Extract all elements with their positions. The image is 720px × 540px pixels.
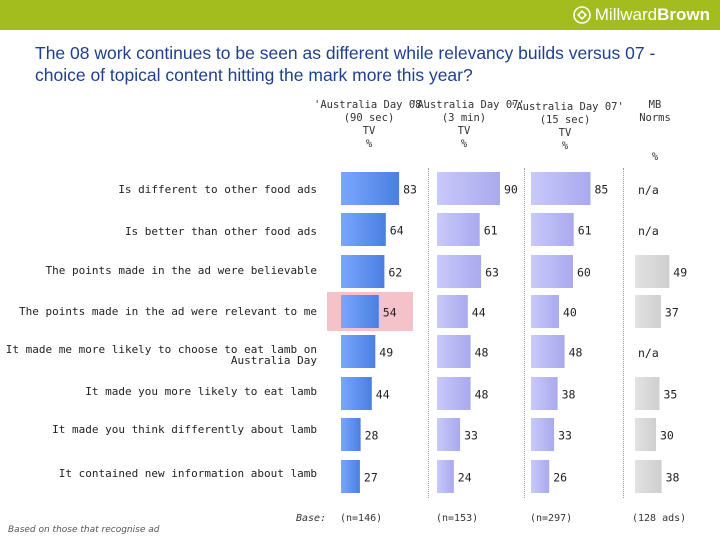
bar-mb-norms-6 xyxy=(635,418,656,451)
value-label-ad08-90sec-5: 44 xyxy=(376,388,390,402)
value-label-mb-norms-2: 49 xyxy=(673,266,687,280)
bar-ad07-15sec-7 xyxy=(531,460,550,493)
bar-ad07-3min-3 xyxy=(437,295,468,328)
na-label-mb-norms: n/a xyxy=(638,224,659,238)
value-label-ad07-15sec-1: 61 xyxy=(578,224,592,238)
value-label-ad07-15sec-7: 26 xyxy=(553,471,567,485)
bar-mb-norms-2 xyxy=(635,255,670,288)
value-label-ad07-15sec-0: 85 xyxy=(595,183,609,197)
value-label-ad08-90sec-4: 49 xyxy=(379,346,393,360)
column-divider xyxy=(428,168,429,498)
bar-ad07-15sec-5 xyxy=(531,377,558,410)
bar-ad08-90sec-4 xyxy=(341,335,376,368)
bar-ad08-90sec-7 xyxy=(341,460,360,493)
base-label: Base: xyxy=(296,513,327,524)
top-brand-bar: Millward Brown xyxy=(0,0,720,30)
bar-ad07-3min-1 xyxy=(437,213,480,246)
bar-ad07-3min-4 xyxy=(437,335,471,368)
bar-ad07-15sec-2 xyxy=(531,255,573,288)
value-label-ad07-3min-6: 33 xyxy=(464,429,478,443)
footnote: Based on those that recognise ad xyxy=(8,525,160,535)
value-label-ad08-90sec-3: 54 xyxy=(383,306,397,320)
row-label-different: Is different to other food ads xyxy=(118,183,317,196)
row-label-choose-lamb-australia-day: It made me more likely to choose to eat … xyxy=(5,343,317,367)
column-header-ad08-90sec: 'Australia Day 08' (90 sec) TV % xyxy=(314,99,428,150)
page-title: The 08 work continues to be seen as diff… xyxy=(35,43,656,85)
value-label-mb-norms-7: 38 xyxy=(666,471,680,485)
bar-ad08-90sec-2 xyxy=(341,255,385,288)
value-label-ad07-3min-2: 63 xyxy=(485,266,499,280)
column-header-ad07-15sec: 'Australia Day 07' (15 sec) TV % xyxy=(510,101,624,152)
row-label-believable: The points made in the ad were believabl… xyxy=(45,264,317,277)
value-label-mb-norms-6: 30 xyxy=(660,429,674,443)
value-label-ad07-3min-7: 24 xyxy=(458,471,472,485)
value-label-ad07-15sec-6: 33 xyxy=(558,429,572,443)
value-label-ad07-15sec-5: 38 xyxy=(562,388,576,402)
value-label-ad08-90sec-6: 28 xyxy=(365,429,379,443)
bar-ad08-90sec-6 xyxy=(341,418,361,451)
base-n-ad07-3min: (n=153) xyxy=(436,513,479,524)
bar-ad07-15sec-0 xyxy=(531,172,591,205)
value-label-ad07-3min-4: 48 xyxy=(475,346,489,360)
column-divider xyxy=(524,168,525,498)
bar-ad07-15sec-1 xyxy=(531,213,574,246)
millward-brown-logo: Millward Brown xyxy=(572,4,710,26)
value-label-ad08-90sec-1: 64 xyxy=(390,224,404,238)
value-label-ad07-15sec-4: 48 xyxy=(569,346,583,360)
bar-ad07-3min-6 xyxy=(437,418,461,451)
bar-ad07-3min-7 xyxy=(437,460,454,493)
bar-ad08-90sec-0 xyxy=(341,172,400,205)
base-n-ad07-15sec: (n=297) xyxy=(530,513,573,524)
bar-ad07-15sec-3 xyxy=(531,295,559,328)
bar-ad08-90sec-3 xyxy=(341,295,379,328)
value-label-ad07-3min-5: 48 xyxy=(475,388,489,402)
logo-name-light: Millward xyxy=(594,5,658,24)
column-divider xyxy=(623,168,624,498)
logo-mark-icon xyxy=(572,6,591,24)
base-n-mb-norms: (128 ads) xyxy=(632,513,687,524)
na-label-mb-norms: n/a xyxy=(638,346,659,360)
base-n-ad08-90sec: (n=146) xyxy=(340,513,383,524)
value-label-ad07-3min-3: 44 xyxy=(472,306,486,320)
row-label-think-differently: It made you think differently about lamb xyxy=(52,423,317,436)
value-label-mb-norms-3: 37 xyxy=(665,306,679,320)
value-label-ad08-90sec-7: 27 xyxy=(364,471,378,485)
bar-mb-norms-7 xyxy=(635,460,662,493)
column-header-mb-norms: MB Norms % xyxy=(639,99,671,163)
bar-mb-norms-5 xyxy=(635,377,660,410)
value-label-ad08-90sec-2: 62 xyxy=(388,266,402,280)
row-label-more-likely-eat-lamb: It made you more likely to eat lamb xyxy=(85,385,317,398)
bar-ad07-3min-0 xyxy=(437,172,500,205)
bar-mb-norms-3 xyxy=(635,295,661,328)
logo-name-bold: Brown xyxy=(657,5,710,24)
value-label-ad07-3min-1: 61 xyxy=(484,224,498,238)
row-label-relevant: The points made in the ad were relevant … xyxy=(18,305,317,318)
row-label-new-information: It contained new information about lamb xyxy=(58,467,317,480)
bar-ad07-3min-2 xyxy=(437,255,482,288)
value-label-ad08-90sec-0: 83 xyxy=(403,183,417,197)
bar-ad08-90sec-5 xyxy=(341,377,372,410)
value-label-ad07-15sec-2: 60 xyxy=(577,266,591,280)
value-label-ad07-3min-0: 90 xyxy=(504,183,518,197)
value-label-mb-norms-5: 35 xyxy=(664,388,678,402)
bar-ad07-15sec-6 xyxy=(531,418,555,451)
value-label-ad07-15sec-3: 40 xyxy=(563,306,577,320)
bar-ad08-90sec-1 xyxy=(341,213,386,246)
bar-ad07-3min-5 xyxy=(437,377,471,410)
row-label-better: Is better than other food ads xyxy=(124,225,317,238)
bar-ad07-15sec-4 xyxy=(531,335,565,368)
na-label-mb-norms: n/a xyxy=(638,183,659,197)
